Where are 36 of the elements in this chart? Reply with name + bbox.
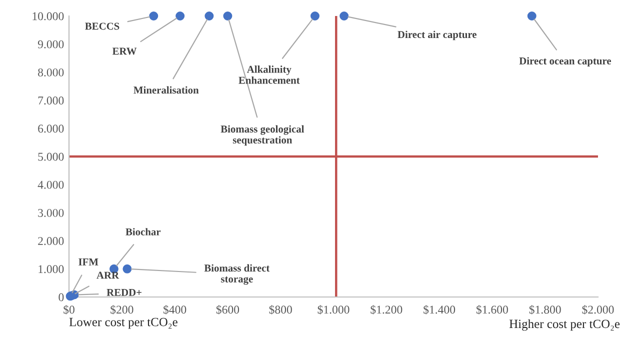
- x-tick-label: $1.800: [529, 304, 561, 314]
- y-tick-label: 1.000: [38, 265, 64, 274]
- annotation: ARR: [96, 272, 120, 279]
- annotation: Alkalinity Enhancement: [238, 66, 300, 84]
- x-tick-label: $0: [64, 304, 74, 314]
- x-tick-label: $2.000: [582, 304, 614, 314]
- y-tick-label: 2.000: [38, 237, 64, 246]
- y-tick-label: 8.000: [38, 68, 64, 76]
- x-tick-label: $1.400: [424, 304, 456, 314]
- x-tick-label: $1.600: [476, 304, 508, 314]
- annotation: Mineralisation: [134, 86, 199, 94]
- annotation: IFM: [78, 258, 98, 266]
- y-tick-label: 9.000: [38, 40, 64, 48]
- x-tick-label: $1.200: [370, 304, 402, 314]
- x-tick-label: $1.000: [318, 304, 350, 314]
- x-tick-label: $800: [269, 304, 292, 314]
- annotation: ERW: [112, 48, 137, 55]
- y-tick-label: 0: [58, 293, 64, 302]
- x-tick-label: $400: [164, 304, 186, 314]
- text: Higher cost per tCO₂e: [509, 319, 620, 331]
- annotation: BECCS: [85, 22, 120, 30]
- annotation: Direct air capture: [398, 30, 477, 40]
- annotation: Biochar: [126, 228, 161, 236]
- y-tick-label: 4.000: [38, 180, 64, 189]
- y-tick-label: 5.000: [38, 152, 64, 161]
- annotation: Biomass geological sequestration: [220, 125, 304, 146]
- x-axis-title: Lower cost per tCO₂e: [69, 318, 178, 329]
- y-tick-label: 6.000: [38, 124, 64, 133]
- x-tick-label: $600: [216, 304, 240, 314]
- y-tick-label: 3.000: [38, 208, 64, 217]
- annotation: Biomass direct storage: [204, 264, 270, 285]
- y-tick-label: 7.000: [38, 96, 64, 105]
- x-tick-label: $200: [110, 304, 134, 314]
- annotation: REDD+: [106, 289, 142, 296]
- annotation: Direct ocean capture: [519, 57, 612, 67]
- y-tick-label: 10.000: [32, 12, 64, 20]
